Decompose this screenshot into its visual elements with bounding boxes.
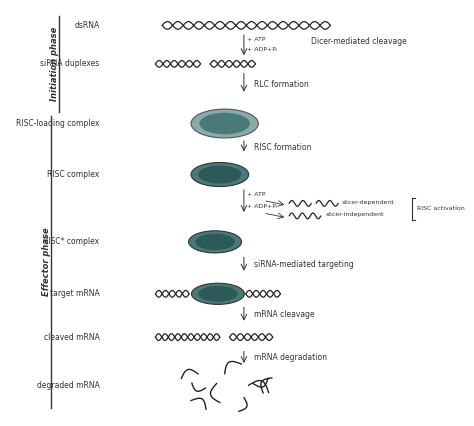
Ellipse shape [191, 162, 249, 187]
Ellipse shape [198, 165, 241, 184]
Text: Effector phase: Effector phase [42, 228, 51, 296]
Text: degraded mRNA: degraded mRNA [36, 381, 100, 390]
Text: RLC formation: RLC formation [254, 80, 308, 89]
Text: Dicer-mediated cleavage: Dicer-mediated cleavage [311, 37, 407, 46]
Text: dsRNA: dsRNA [74, 21, 100, 30]
Text: target mRNA: target mRNA [50, 289, 100, 298]
Text: siRNA-mediated targeting: siRNA-mediated targeting [254, 260, 353, 270]
Text: RISC complex: RISC complex [47, 170, 100, 179]
Ellipse shape [191, 109, 258, 138]
Ellipse shape [191, 283, 245, 305]
Text: RISC* complex: RISC* complex [44, 237, 100, 246]
Text: + ADP+Pᵢ: + ADP+Pᵢ [247, 204, 277, 209]
Text: RISC formation: RISC formation [254, 143, 311, 152]
Ellipse shape [200, 113, 250, 134]
Text: mRNA cleavage: mRNA cleavage [254, 311, 314, 320]
Text: + ATP: + ATP [247, 192, 265, 197]
Text: + ADP+Pᵢ: + ADP+Pᵢ [247, 47, 277, 52]
Ellipse shape [198, 286, 238, 302]
Ellipse shape [189, 231, 241, 253]
Text: slicer-independent: slicer-independent [326, 213, 384, 217]
Text: RISC activation: RISC activation [417, 206, 465, 211]
Ellipse shape [195, 233, 235, 250]
Text: + ATP: + ATP [247, 37, 265, 42]
Text: Initiation phase: Initiation phase [50, 27, 59, 101]
Text: siRNA duplexes: siRNA duplexes [40, 59, 100, 69]
Text: slicer-dependent: slicer-dependent [342, 200, 395, 205]
Text: mRNA degradation: mRNA degradation [254, 353, 327, 362]
Text: cleaved mRNA: cleaved mRNA [44, 333, 100, 342]
Text: RISC-loading complex: RISC-loading complex [16, 119, 100, 128]
